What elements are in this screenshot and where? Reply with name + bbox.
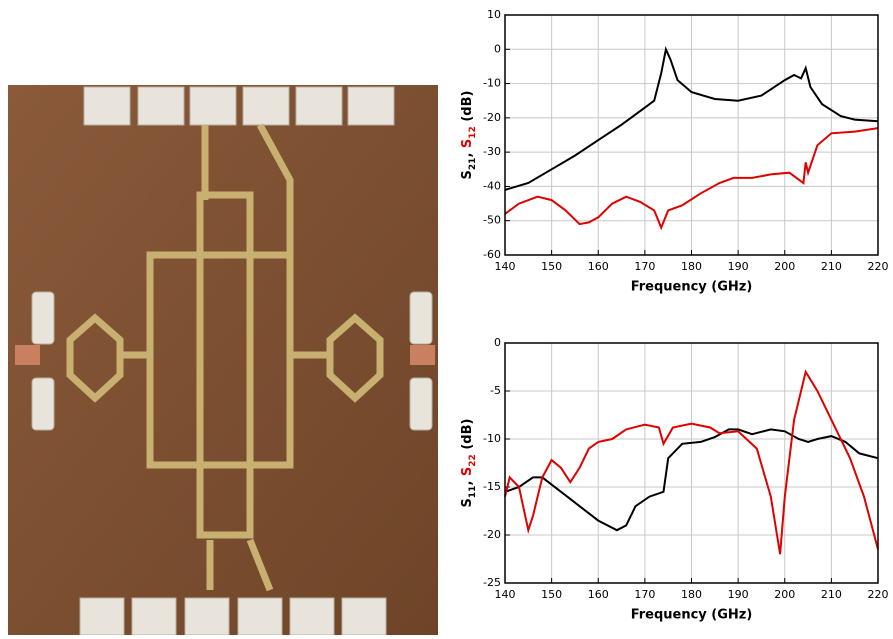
y-axis-title-part: 21 <box>468 158 478 171</box>
x-tick-label: 190 <box>728 588 749 601</box>
x-tick-label: 200 <box>774 260 795 273</box>
x-axis-title: Frequency (GHz) <box>631 280 753 295</box>
y-axis-title-part: (dB) <box>460 419 475 455</box>
y-axis-title-part: S <box>460 498 475 507</box>
x-tick-label: 140 <box>495 588 516 601</box>
y-axis-title-part: (dB) <box>460 91 475 127</box>
y-axis-title-part: S <box>460 467 475 476</box>
series-line <box>504 46 879 191</box>
y-tick-label: 10 <box>487 8 501 21</box>
series-line <box>504 428 879 532</box>
y-tick-label: -20 <box>483 111 501 124</box>
x-tick-label: 160 <box>588 260 609 273</box>
x-tick-label: 170 <box>634 588 655 601</box>
x-tick-label: 180 <box>681 260 702 273</box>
y-tick-label: -10 <box>483 77 501 90</box>
y-axis-title: S11, S22 (dB) <box>460 419 478 508</box>
x-tick-label: 210 <box>821 588 842 601</box>
x-tick-label: 180 <box>681 588 702 601</box>
y-tick-label: -60 <box>483 248 501 261</box>
y-axis-title-part: , <box>460 148 475 157</box>
x-tick-label: 210 <box>821 260 842 273</box>
y-tick-label: -25 <box>483 576 501 589</box>
x-tick-label: 150 <box>541 588 562 601</box>
x-tick-label: 190 <box>728 260 749 273</box>
y-tick-label: 0 <box>494 336 501 349</box>
y-axis-title-part: S <box>460 170 475 179</box>
series-line <box>504 127 879 231</box>
x-tick-label: 150 <box>541 260 562 273</box>
plot-frame <box>504 14 879 256</box>
y-tick-label: -20 <box>483 528 501 541</box>
y-tick-label: -30 <box>483 145 501 158</box>
y-axis-title-part: 12 <box>468 126 478 139</box>
x-tick-label: 170 <box>634 260 655 273</box>
y-tick-label: -40 <box>483 179 501 192</box>
x-tick-label: 140 <box>495 260 516 273</box>
y-tick-label: -15 <box>483 480 501 493</box>
y-tick-label: 0 <box>494 42 501 55</box>
x-axis-title: Frequency (GHz) <box>631 608 753 623</box>
x-tick-label: 200 <box>774 588 795 601</box>
y-axis-title-part: 22 <box>468 454 478 467</box>
x-tick-label: 160 <box>588 588 609 601</box>
x-tick-label: 220 <box>868 588 889 601</box>
y-axis-title-part: 11 <box>468 486 478 499</box>
y-axis-title-part: S <box>460 139 475 148</box>
y-axis-title: S21, S12 (dB) <box>460 91 478 180</box>
x-tick-label: 220 <box>868 260 889 273</box>
y-tick-label: -10 <box>483 432 501 445</box>
chip-photo <box>8 85 438 636</box>
series-line <box>504 369 879 555</box>
y-axis-title-part: , <box>460 476 475 485</box>
y-tick-label: -5 <box>490 384 501 397</box>
plot-frame <box>504 342 879 584</box>
y-tick-label: -50 <box>483 214 501 227</box>
